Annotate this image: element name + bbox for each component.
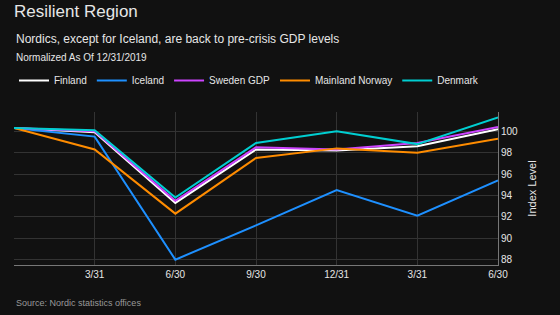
svg-text:94: 94 (501, 190, 513, 201)
svg-text:Mainland Norway: Mainland Norway (315, 75, 392, 86)
svg-text:Finland: Finland (54, 75, 87, 86)
svg-text:Source: Nordic statistics offi: Source: Nordic statistics offices (16, 298, 141, 308)
svg-text:Sweden GDP: Sweden GDP (209, 75, 270, 86)
svg-text:98: 98 (501, 147, 513, 158)
svg-text:100: 100 (501, 126, 518, 137)
svg-text:3/31: 3/31 (408, 269, 428, 280)
svg-text:96: 96 (501, 169, 513, 180)
svg-text:92: 92 (501, 211, 513, 222)
svg-text:Nordics, except for Iceland, a: Nordics, except for Iceland, are back to… (16, 32, 339, 46)
svg-text:Iceland: Iceland (132, 75, 164, 86)
svg-text:6/30: 6/30 (166, 269, 186, 280)
svg-text:Resilient Region: Resilient Region (14, 2, 138, 21)
svg-text:3/31: 3/31 (85, 269, 105, 280)
svg-text:9/30: 9/30 (246, 269, 266, 280)
svg-text:88: 88 (501, 254, 513, 265)
svg-text:Index Level: Index Level (526, 160, 538, 216)
svg-text:12/31: 12/31 (324, 269, 349, 280)
svg-text:6/30: 6/30 (488, 269, 508, 280)
svg-text:Normalized As Of 12/31/2019: Normalized As Of 12/31/2019 (16, 52, 147, 63)
svg-text:90: 90 (501, 233, 513, 244)
svg-text:Denmark: Denmark (437, 75, 479, 86)
